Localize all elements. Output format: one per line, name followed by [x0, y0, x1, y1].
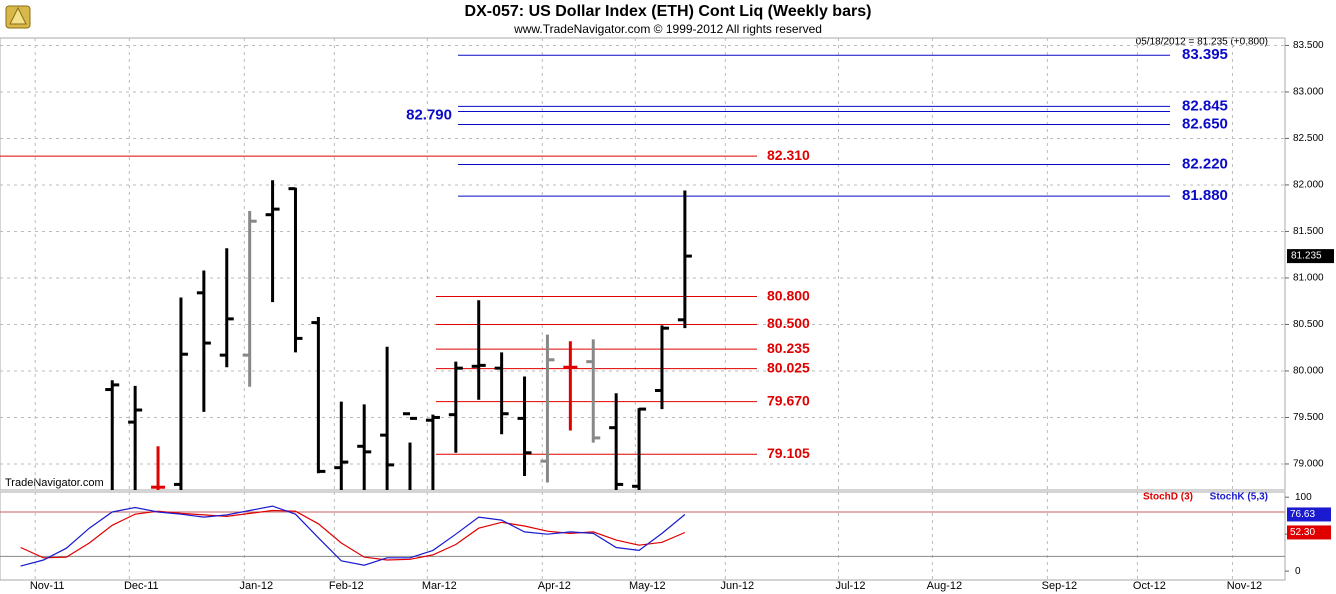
y-tick-label: 79.000 [1293, 459, 1324, 470]
price-panel [0, 37, 1286, 491]
y-tick-label: 80.000 [1293, 366, 1324, 377]
x-tick-label: Oct-12 [1133, 580, 1166, 592]
x-tick-label: Jul-12 [835, 580, 865, 592]
x-tick-label: May-12 [629, 580, 666, 592]
level-label: 80.800 [767, 287, 810, 303]
indicator-panel [0, 491, 1286, 581]
x-tick-label: Aug-12 [927, 580, 962, 592]
level-label: 81.880 [1182, 187, 1228, 204]
last-quote: 05/18/2012 = 81.235 (+0.800) [1136, 37, 1268, 48]
y-tick-label: 80.500 [1293, 319, 1324, 330]
level-label: 82.845 [1182, 97, 1228, 114]
subtitle: www.TradeNavigator.com © 1999-2012 All r… [513, 22, 822, 36]
y-tick-label: 82.500 [1293, 133, 1324, 144]
last-value-label: 52.30 [1290, 527, 1315, 538]
stoch-line [20, 509, 686, 561]
legend-entry: StochD (3) [1143, 492, 1193, 503]
x-tick-label: Mar-12 [422, 580, 457, 592]
last-price-label: 81.235 [1291, 251, 1322, 262]
level-label: 79.105 [767, 445, 810, 461]
y-tick-label: 83.500 [1293, 40, 1324, 51]
level-label: 80.235 [767, 340, 810, 356]
x-tick-label: Jan-12 [239, 580, 273, 592]
x-tick-label: Feb-12 [329, 580, 364, 592]
last-price-box [1287, 249, 1334, 264]
level-label: 82.790 [406, 106, 452, 123]
y-tick-label: 0 [1295, 566, 1301, 577]
y-tick-label: 81.500 [1293, 226, 1324, 237]
logo [5, 5, 31, 29]
level-label: 83.395 [1182, 46, 1228, 63]
level-label: 80.025 [767, 359, 810, 375]
overlay: Nov-11 Dec-11 Jan-12 Feb-12 Mar-12 Apr-12 May-… [30, 40, 1334, 592]
x-tick-label: Jun-12 [721, 580, 755, 592]
chart-title: DX-057: US Dollar Index (ETH) Cont Liq (… [465, 3, 872, 20]
legend-entry: StochK (5,3) [1210, 492, 1268, 503]
last-value-box [1287, 525, 1331, 540]
price-plot [0, 38, 1285, 490]
stoch-line [20, 505, 686, 567]
x-tick-label: Apr-12 [538, 580, 571, 592]
level-label: 79.670 [767, 392, 810, 408]
y-tick-label: 82.000 [1293, 180, 1324, 191]
watermark: TradeNavigator.com [5, 477, 104, 489]
x-tick-label: Nov-11 [30, 580, 65, 592]
y-tick-label: 83.000 [1293, 87, 1324, 98]
level-label: 82.650 [1182, 115, 1228, 132]
last-value-label: 76.63 [1290, 509, 1315, 520]
x-tick-label: Dec-11 [124, 580, 159, 592]
x-tick-label: Sep-12 [1042, 580, 1077, 592]
level-label: 82.220 [1182, 155, 1228, 172]
level-label: 82.310 [767, 147, 810, 163]
y-tick-label: 79.500 [1293, 412, 1324, 423]
y-tick-label: 100 [1295, 492, 1312, 503]
level-label: 80.500 [767, 315, 810, 331]
last-value-box [1287, 507, 1331, 522]
indicator-plot [0, 492, 1285, 580]
x-tick-label: Nov-12 [1227, 580, 1262, 592]
y-tick-label: 81.000 [1293, 273, 1324, 284]
